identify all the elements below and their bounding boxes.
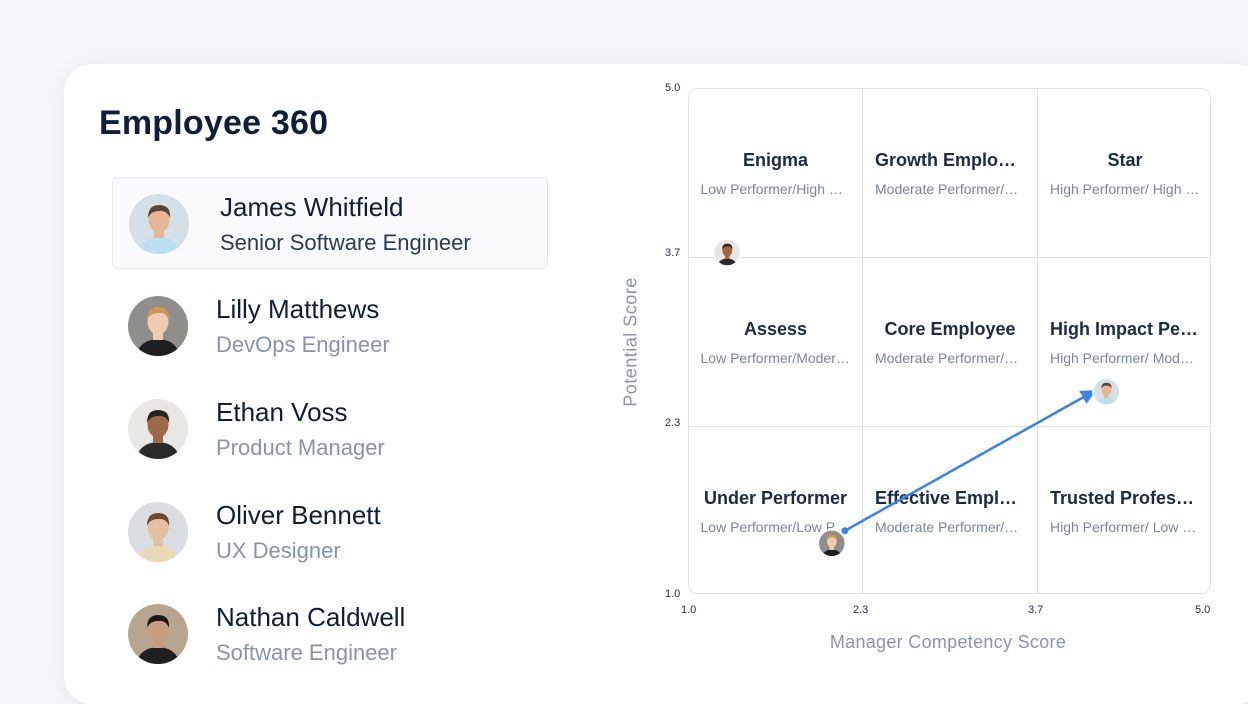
y-tick-label: 3.7 <box>665 247 681 259</box>
cell-title: Star <box>1107 149 1143 170</box>
employee-item-selected[interactable]: James Whitfield Senior Software Engineer <box>112 177 548 269</box>
cell-title: Assess <box>743 318 808 339</box>
cell-subtitle: High Performer/ High Potential <box>1050 180 1200 197</box>
x-tick-label: 5.0 <box>1195 604 1211 616</box>
page-title: Employee 360 <box>99 104 329 142</box>
employee-name: Nathan Caldwell <box>216 602 406 632</box>
cell-title: Effective Employee <box>875 487 1025 508</box>
cell-subtitle: High Performer/ Low Potential <box>1050 518 1200 535</box>
x-tick-label: 3.7 <box>1028 604 1044 616</box>
employee-item[interactable]: Ethan Voss Product Manager <box>112 383 548 475</box>
grid-cell-assess[interactable]: Assess Low Performer/Moderate Potential <box>689 258 863 427</box>
employee-name: Lilly Matthews <box>216 294 380 324</box>
employee-role: Product Manager <box>216 435 385 460</box>
main-card <box>64 64 1248 704</box>
grid-cell-enigma[interactable]: Enigma Low Performer/High Potential <box>689 89 863 258</box>
x-axis-label: Manager Competency Score <box>829 632 1067 652</box>
cell-subtitle: Moderate Performer/High Potential <box>875 180 1025 197</box>
employee-item[interactable]: Lilly Matthews DevOps Engineer <box>112 280 548 372</box>
person-avatar-icon <box>128 502 188 562</box>
y-tick-label: 5.0 <box>665 82 681 94</box>
grid-cell-growth-employee[interactable]: Growth Employee Moderate Performer/High P… <box>863 89 1038 258</box>
cell-title: Growth Employee <box>875 149 1025 170</box>
employee-item[interactable]: Oliver Bennett UX Designer <box>112 486 548 578</box>
cell-subtitle: Low Performer/Moderate Potential <box>700 349 851 366</box>
employee-list: James Whitfield Senior Software Engineer… <box>0 0 600 678</box>
employee-name: James Whitfield <box>220 192 404 222</box>
x-tick-label: 2.3 <box>853 604 869 616</box>
avatar <box>128 399 188 459</box>
employee-role: Senior Software Engineer <box>220 230 471 255</box>
cell-subtitle: Low Performer/High Potential <box>700 180 851 197</box>
person-avatar-icon <box>128 399 188 459</box>
y-axis-label: Potential Score <box>620 277 641 407</box>
cell-title: Core Employee <box>884 318 1016 339</box>
cell-subtitle: Moderate Performer/Moderate Potential <box>875 349 1025 366</box>
cell-title: Enigma <box>742 149 808 170</box>
person-avatar-icon <box>128 604 188 664</box>
avatar <box>128 296 188 356</box>
cell-title: Trusted Professional <box>1050 487 1200 508</box>
grid-cell-high-impact-performer[interactable]: High Impact Performer High Performer/ Mod… <box>1038 258 1210 427</box>
employee-marker[interactable] <box>817 529 847 558</box>
employee-marker[interactable] <box>1092 377 1121 407</box>
employee-name: Oliver Bennett <box>216 500 381 530</box>
y-tick-label: 2.3 <box>665 417 681 429</box>
nine-box-grid: Enigma Low Performer/High Potential Growt… <box>688 88 1211 594</box>
cell-title: High Impact Performer <box>1050 318 1200 339</box>
x-tick-label: 1.0 <box>681 604 697 616</box>
person-avatar-icon <box>129 194 189 254</box>
employee-marker[interactable] <box>712 238 742 267</box>
employee-role: DevOps Engineer <box>216 332 390 357</box>
avatar <box>129 194 189 254</box>
employee-role: UX Designer <box>216 538 341 563</box>
person-avatar-icon <box>128 296 188 356</box>
cell-subtitle: Moderate Performer/Low Potential <box>875 518 1025 535</box>
cell-title: Under Performer <box>703 487 848 508</box>
avatar <box>128 604 188 664</box>
grid-cell-trusted-professional[interactable]: Trusted Professional High Performer/ Low … <box>1038 427 1210 593</box>
grid-cell-effective-employee[interactable]: Effective Employee Moderate Performer/Low… <box>863 427 1038 593</box>
grid-cell-core-employee[interactable]: Core Employee Moderate Performer/Moderate… <box>863 258 1038 427</box>
grid-cell-star[interactable]: Star High Performer/ High Potential <box>1038 89 1210 258</box>
avatar <box>128 502 188 562</box>
employee-role: Software Engineer <box>216 640 397 665</box>
y-tick-label: 1.0 <box>665 588 681 600</box>
employee-item[interactable]: Nathan Caldwell Software Engineer <box>112 588 548 680</box>
employee-name: Ethan Voss <box>216 397 348 427</box>
cell-subtitle: High Performer/ Moderate Potential <box>1050 349 1200 366</box>
